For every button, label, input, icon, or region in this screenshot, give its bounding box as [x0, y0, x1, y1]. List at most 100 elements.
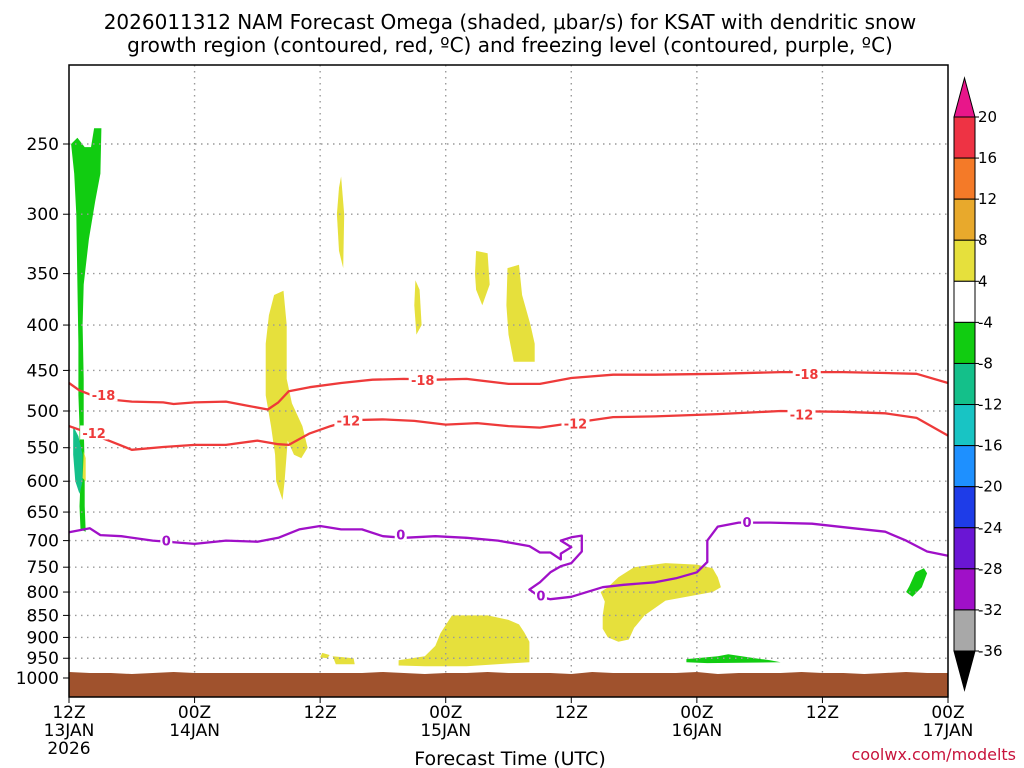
- ytick-label-250: 250: [27, 135, 59, 155]
- colorbar-segment-7: [953, 362, 976, 406]
- contours: -18 -18 -18 -12 -12 -12 -12 0 0 0 0: [68, 366, 949, 604]
- ground-surface: [69, 672, 948, 697]
- colorbar-label-6: -4: [978, 313, 993, 331]
- dgz-minus12-label-bg-4: [787, 406, 816, 421]
- xtick-line1-h60: 00Z: [680, 703, 713, 723]
- colorbar-label-5: 4: [978, 272, 988, 290]
- xtick-line1-h12: 00Z: [178, 703, 211, 723]
- freezing-level-label-bg-3: [534, 587, 547, 602]
- ytick-label-750: 750: [27, 558, 59, 578]
- xtick-line2-h12: 14JAN: [169, 721, 220, 741]
- xtick-line2-h60: 16JAN: [672, 721, 723, 741]
- colorbar-segment-1: [953, 116, 976, 159]
- dgz-minus12-label-2: -12: [337, 414, 361, 429]
- colorbar-label-3: 12: [978, 190, 997, 208]
- colorbar-label-8: -12: [978, 396, 1003, 414]
- freezing-level-label-bg-4: [741, 514, 754, 529]
- colorbar-segment-4: [953, 239, 976, 282]
- colorbar: 20 16 12 8 4 -4 -8 -12 -16 -20 -24 -28 -32 -36: [953, 76, 1003, 692]
- dgz-minus18-line: [68, 370, 949, 411]
- colorbar-segment-3: [953, 198, 976, 241]
- freezing-level-line: [68, 521, 949, 601]
- xtick-line3-h0: 2026: [47, 739, 90, 759]
- ytick-label-600: 600: [27, 472, 59, 492]
- colorbar-label-12: -28: [978, 560, 1003, 578]
- colorbar-label-10: -20: [978, 478, 1003, 496]
- ytick-label-1000: 1000: [16, 669, 59, 689]
- colorbar-segment-11: [953, 527, 976, 570]
- xtick-line1-h72: 12Z: [806, 703, 839, 723]
- colorbar-label-13: -32: [978, 601, 1003, 619]
- omega-region-13: [320, 652, 330, 659]
- freezing-level-label-4: 0: [743, 516, 752, 531]
- dgz-minus12-line: [68, 409, 949, 451]
- colorbar-label-14: -36: [978, 642, 1003, 660]
- dgz-minus18-label-2: -18: [411, 374, 435, 389]
- x-axis-label: Forecast Time (UTC): [414, 748, 605, 768]
- omega-region-5: [82, 451, 86, 482]
- colorbar-label-2: 16: [978, 149, 997, 167]
- ytick-label-800: 800: [27, 583, 59, 603]
- freezing-level-label-bg-1: [160, 533, 173, 548]
- omega-region-6: [336, 176, 345, 269]
- chart-title-line1: 2026011312 NAM Forecast Omega (shaded, μ…: [104, 10, 917, 34]
- omega-region-2: [73, 426, 83, 494]
- dgz-minus18-label-1: -18: [92, 389, 116, 404]
- freezing-level-label-1: 0: [162, 535, 171, 550]
- colorbar-top-triangle: [953, 76, 976, 118]
- colorbar-label-4: 8: [978, 231, 988, 249]
- ytick-label-650: 650: [27, 503, 59, 523]
- xtick-line1-h84: 00Z: [931, 703, 964, 723]
- ytick-label-950: 950: [27, 649, 59, 669]
- plot-area: -18 -18 -18 -12 -12 -12 -12 0 0 0 0: [68, 64, 949, 698]
- xtick-line2-h84: 17JAN: [923, 721, 974, 741]
- omega-region-10: [506, 264, 535, 362]
- dgz-minus18-label-3: -18: [795, 368, 819, 383]
- omega-region-12: [332, 656, 355, 665]
- xtick-line2-h0: 13JAN: [44, 721, 95, 741]
- dgz-minus12-label-bg-2: [334, 412, 363, 427]
- colorbar-label-1: 20: [978, 108, 997, 126]
- ytick-label-550: 550: [27, 439, 59, 459]
- freezing-level-label-2: 0: [396, 529, 405, 544]
- colorbar-segment-6: [953, 321, 976, 364]
- ytick-label-700: 700: [27, 532, 59, 552]
- omega-region-9: [475, 250, 490, 306]
- freezing-level-label-bg-2: [394, 527, 407, 542]
- colorbar-segment-8: [953, 404, 976, 447]
- colorbar-label-11: -24: [978, 519, 1003, 537]
- ytick-label-900: 900: [27, 628, 59, 648]
- dgz-minus18-label-bg-1: [89, 387, 118, 402]
- ytick-label-400: 400: [27, 316, 59, 336]
- omega-region-1: [71, 128, 102, 532]
- ground-band: [69, 672, 948, 697]
- credit-text: coolwx.com/modelts: [852, 745, 1016, 764]
- colorbar-segment-10: [953, 486, 976, 529]
- xtick-line1-h36: 00Z: [429, 703, 462, 723]
- dgz-minus12-label-bg-1: [80, 425, 109, 440]
- xtick-line1-h0: 12Z: [52, 703, 85, 723]
- ytick-label-300: 300: [27, 205, 59, 225]
- dgz-minus12-label-4: -12: [790, 408, 814, 423]
- colorbar-bottom-triangle: [953, 650, 976, 692]
- ytick-label-850: 850: [27, 606, 59, 626]
- ytick-label-500: 500: [27, 402, 59, 422]
- freezing-level-label-3: 0: [536, 589, 545, 604]
- omega-region-14: [600, 563, 721, 642]
- omega-region-4: [686, 654, 781, 664]
- plot-frame: [68, 64, 949, 698]
- dgz-minus18-label-bg-3: [792, 366, 821, 381]
- colorbar-segment-9: [953, 445, 976, 488]
- omega-region-8: [414, 280, 422, 335]
- chart-title-line2: growth region (contoured, red, ºC) and f…: [127, 33, 893, 57]
- omega-region-11: [398, 615, 530, 667]
- colorbar-segment-12: [953, 568, 976, 611]
- dgz-minus12-label-bg-3: [561, 415, 590, 430]
- colorbar-segment-5: [953, 280, 976, 323]
- colorbar-label-7: -8: [978, 354, 993, 372]
- colorbar-label-9: -16: [978, 437, 1003, 455]
- xtick-line2-h36: 15JAN: [420, 721, 471, 741]
- colorbar-segment-13: [953, 609, 976, 652]
